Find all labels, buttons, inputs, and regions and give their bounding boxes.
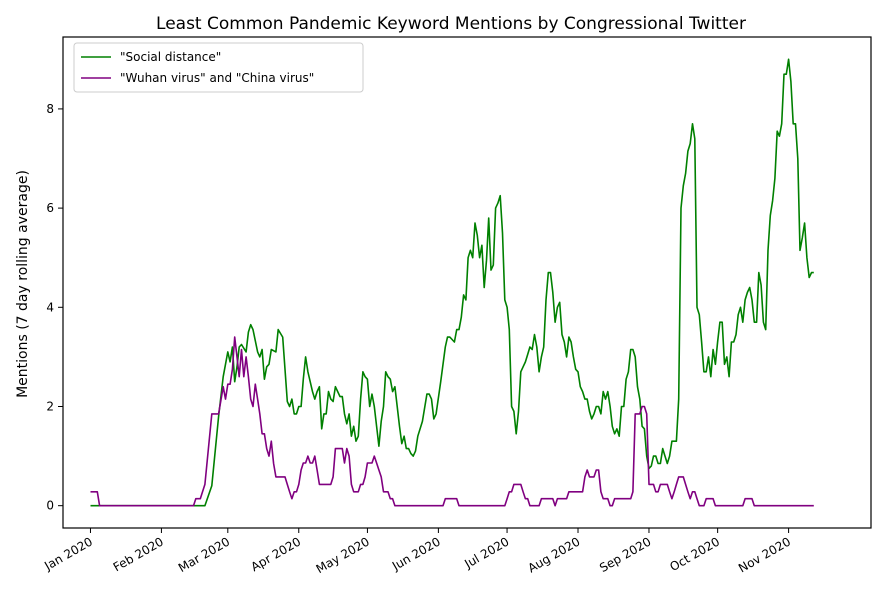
- series-line-wuhan-china-virus: [90, 336, 814, 507]
- chart-title: Least Common Pandemic Keyword Mentions b…: [156, 14, 746, 34]
- legend-label-social-distance: "Social distance": [120, 50, 221, 64]
- y-tick-label: 0: [46, 499, 54, 513]
- series-line-social-distance: [90, 58, 814, 507]
- plot-frame: [62, 36, 872, 529]
- y-tick-label: 8: [46, 102, 54, 116]
- series-lines: [90, 58, 814, 507]
- legend: "Social distance" "Wuhan virus" and "Chi…: [73, 42, 364, 93]
- y-axis: 0 2 4 6 8: [46, 102, 63, 513]
- y-tick-label: 6: [46, 201, 54, 215]
- y-axis-label: Mentions (7 day rolling average): [15, 170, 31, 398]
- y-tick-label: 4: [46, 300, 54, 314]
- y-tick-label: 2: [46, 399, 54, 413]
- legend-label-wuhan-china-virus: "Wuhan virus" and "China virus": [120, 71, 314, 85]
- legend-box: [73, 42, 364, 93]
